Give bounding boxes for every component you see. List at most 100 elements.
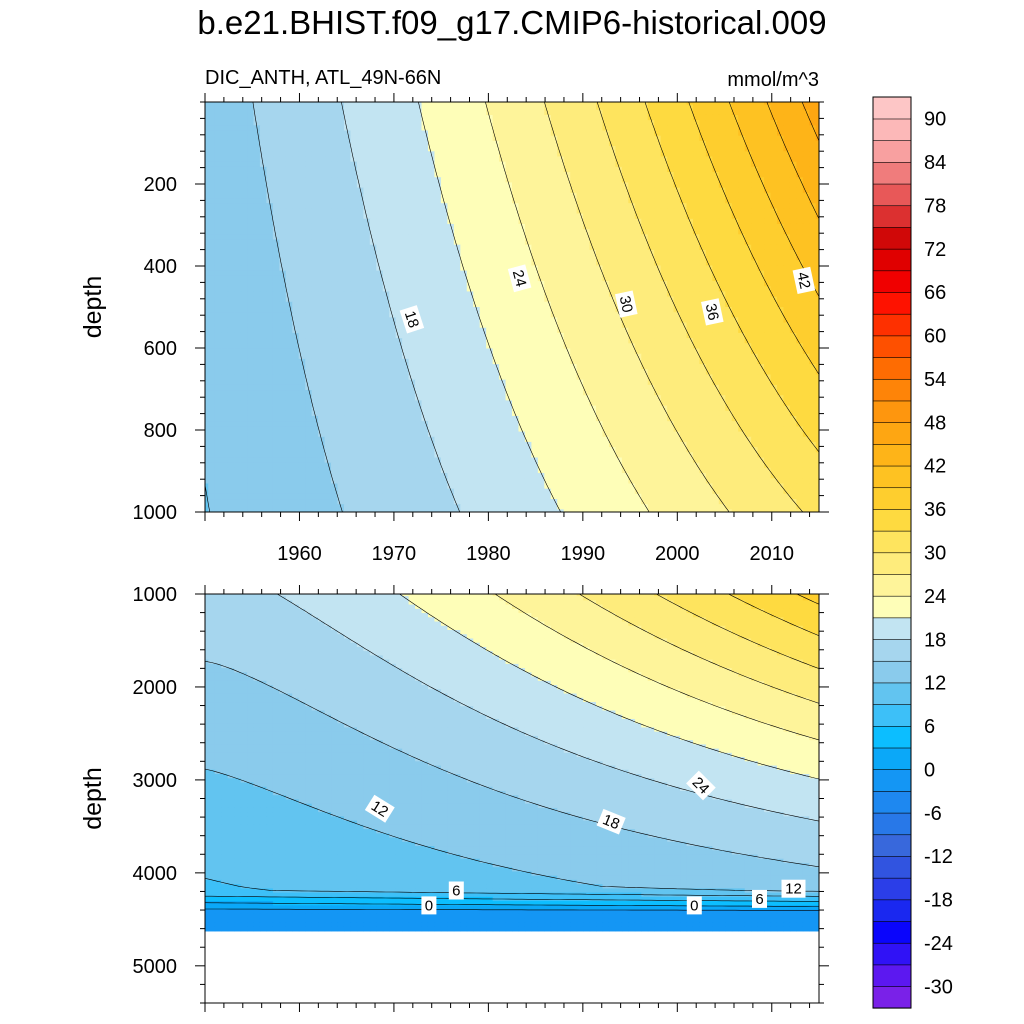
upper-field-cell [518, 332, 526, 339]
upper-field-cell [234, 358, 242, 365]
upper-field-cell [402, 244, 410, 251]
upper-field-cell [802, 203, 810, 210]
upper-field-cell [705, 234, 714, 241]
upper-field-cell [427, 166, 436, 173]
upper-field-cell [214, 265, 222, 272]
upper-field-cell [492, 265, 500, 272]
upper-field-cell [744, 270, 752, 277]
upper-field-cell [227, 208, 235, 215]
upper-field-cell [337, 203, 345, 210]
upper-field-cell [331, 338, 339, 345]
upper-field-cell [292, 130, 300, 137]
upper-field-cell [647, 239, 655, 246]
upper-field-cell [776, 317, 785, 324]
upper-field-cell [783, 244, 791, 251]
upper-field-cell [770, 301, 778, 308]
upper-field-cell [279, 307, 287, 313]
upper-field-cell [453, 229, 461, 236]
upper-field-cell [453, 353, 461, 360]
upper-field-cell [731, 255, 739, 261]
upper-field-cell [305, 249, 313, 256]
upper-field-cell [524, 109, 533, 116]
upper-field-cell [460, 338, 468, 345]
upper-field-cell [447, 301, 455, 308]
upper-field-cell [699, 358, 707, 365]
upper-field-cell [240, 338, 248, 345]
upper-field-cell [434, 348, 442, 355]
upper-field-cell [660, 125, 668, 132]
upper-field-cell [253, 353, 261, 360]
upper-field-cell [298, 187, 306, 194]
upper-field-cell [686, 223, 694, 230]
upper-field-cell [634, 307, 642, 313]
upper-field-cell [479, 218, 487, 225]
upper-field-cell [692, 125, 701, 132]
upper-field-cell [499, 166, 507, 173]
upper-field-cell [460, 109, 468, 116]
upper-field-cell [415, 172, 423, 178]
upper-field-cell [751, 166, 759, 173]
upper-field-cell [764, 172, 772, 178]
upper-field-cell [596, 156, 604, 163]
upper-field-cell [434, 281, 442, 287]
upper-field-cell [479, 327, 487, 334]
upper-field-cell [628, 353, 636, 360]
upper-field-cell [570, 281, 578, 287]
upper-field-cell [699, 312, 707, 319]
upper-field-cell [305, 102, 313, 106]
upper-field-cell [259, 312, 268, 319]
upper-field-cell [331, 146, 339, 152]
upper-field-cell [802, 307, 810, 313]
upper-field-cell [757, 353, 765, 360]
upper-field-cell [266, 177, 274, 184]
upper-field-cell [589, 281, 597, 287]
upper-field-cell [608, 307, 617, 313]
upper-field-cell [621, 286, 630, 293]
upper-field-cell [783, 104, 791, 111]
upper-field-cell [440, 281, 449, 287]
upper-field-cell [253, 301, 261, 308]
upper-field-cell [692, 208, 701, 215]
upper-field-cell [654, 182, 662, 189]
upper-field-cell [680, 187, 688, 194]
upper-field-cell [608, 348, 617, 355]
upper-field-cell [524, 229, 533, 236]
upper-field-cell [608, 140, 617, 147]
upper-field-cell [279, 146, 287, 152]
upper-field-cell [337, 255, 345, 261]
upper-field-cell [350, 301, 358, 308]
upper-field-cell [305, 307, 313, 313]
upper-field-cell [350, 260, 358, 267]
upper-field-cell [343, 296, 352, 303]
upper-field-cell [776, 364, 785, 370]
upper-field-cell [259, 358, 268, 365]
upper-field-cell [466, 348, 474, 355]
upper-field-cell [205, 296, 209, 303]
upper-field-cell [331, 244, 339, 251]
upper-field-cell [815, 327, 819, 334]
upper-field-cell [453, 161, 461, 168]
upper-field-cell [809, 260, 817, 267]
upper-field-cell [673, 156, 681, 163]
upper-field-cell [440, 104, 449, 111]
upper-field-cell [744, 192, 752, 199]
upper-field-cell [744, 322, 752, 329]
upper-field-cell [725, 234, 733, 241]
upper-field-cell [337, 348, 345, 355]
upper-field-cell [331, 234, 339, 241]
upper-field-cell [712, 177, 720, 184]
upper-field-cell [279, 198, 287, 204]
upper-field-cell [272, 249, 281, 256]
upper-field-cell [208, 203, 216, 210]
upper-field-cell [408, 286, 416, 293]
upper-field-cell [234, 135, 242, 142]
upper-field-cell [544, 312, 552, 319]
upper-field-cell [524, 358, 533, 365]
upper-field-cell [421, 213, 429, 220]
upper-field-cell [473, 234, 481, 241]
upper-field-cell [641, 172, 649, 178]
upper-field-cell [324, 317, 332, 324]
upper-field-cell [356, 130, 365, 137]
upper-field-cell [253, 203, 261, 210]
upper-field-cell [550, 166, 558, 173]
